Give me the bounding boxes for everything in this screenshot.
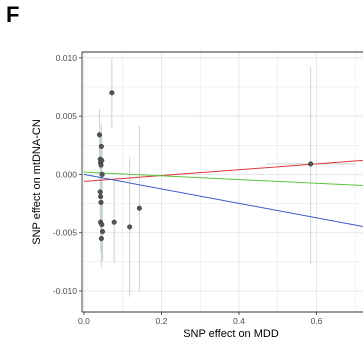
y-tick-label: -0.010 — [53, 286, 77, 296]
x-tick-label: 0.4 — [233, 316, 245, 326]
data-point — [109, 90, 115, 96]
fit-line — [83, 159, 363, 182]
data-point — [98, 143, 104, 149]
y-tick-label: 0.000 — [56, 169, 78, 179]
data-point — [97, 189, 103, 195]
data-point — [98, 235, 104, 242]
data-point — [98, 194, 104, 200]
y-tick-label: 0.005 — [56, 111, 78, 121]
data-point — [308, 161, 314, 167]
y-axis-title: SNP effect on mtDNA-CN — [31, 119, 43, 245]
x-tick-label: 0.0 — [78, 316, 90, 326]
y-tick-label: 0.010 — [56, 53, 78, 63]
x-axis-title: SNP effect on MDD — [183, 328, 279, 340]
x-tick-label: 0.2 — [156, 316, 168, 326]
x-tick-label: 0.6 — [311, 316, 323, 326]
data-point — [96, 132, 102, 138]
data-point — [99, 222, 105, 228]
data-point — [127, 224, 133, 230]
fit-line — [83, 171, 363, 187]
fit-lines — [83, 159, 363, 227]
grid-layer — [82, 52, 363, 312]
fit-line — [83, 173, 363, 227]
data-points — [96, 90, 314, 242]
data-point — [99, 229, 106, 235]
y-tick-label: -0.005 — [53, 228, 77, 238]
data-point — [98, 199, 104, 205]
data-point — [99, 157, 105, 163]
axes: 0.0 0.2 0.4 0.6 -0.010 -0.005 0.000 0.005 0.010 — [53, 51, 363, 326]
data-point — [98, 162, 104, 168]
data-point — [99, 171, 105, 177]
panel-letter: F — [6, 2, 20, 27]
data-point — [111, 219, 117, 225]
data-point — [136, 205, 142, 211]
